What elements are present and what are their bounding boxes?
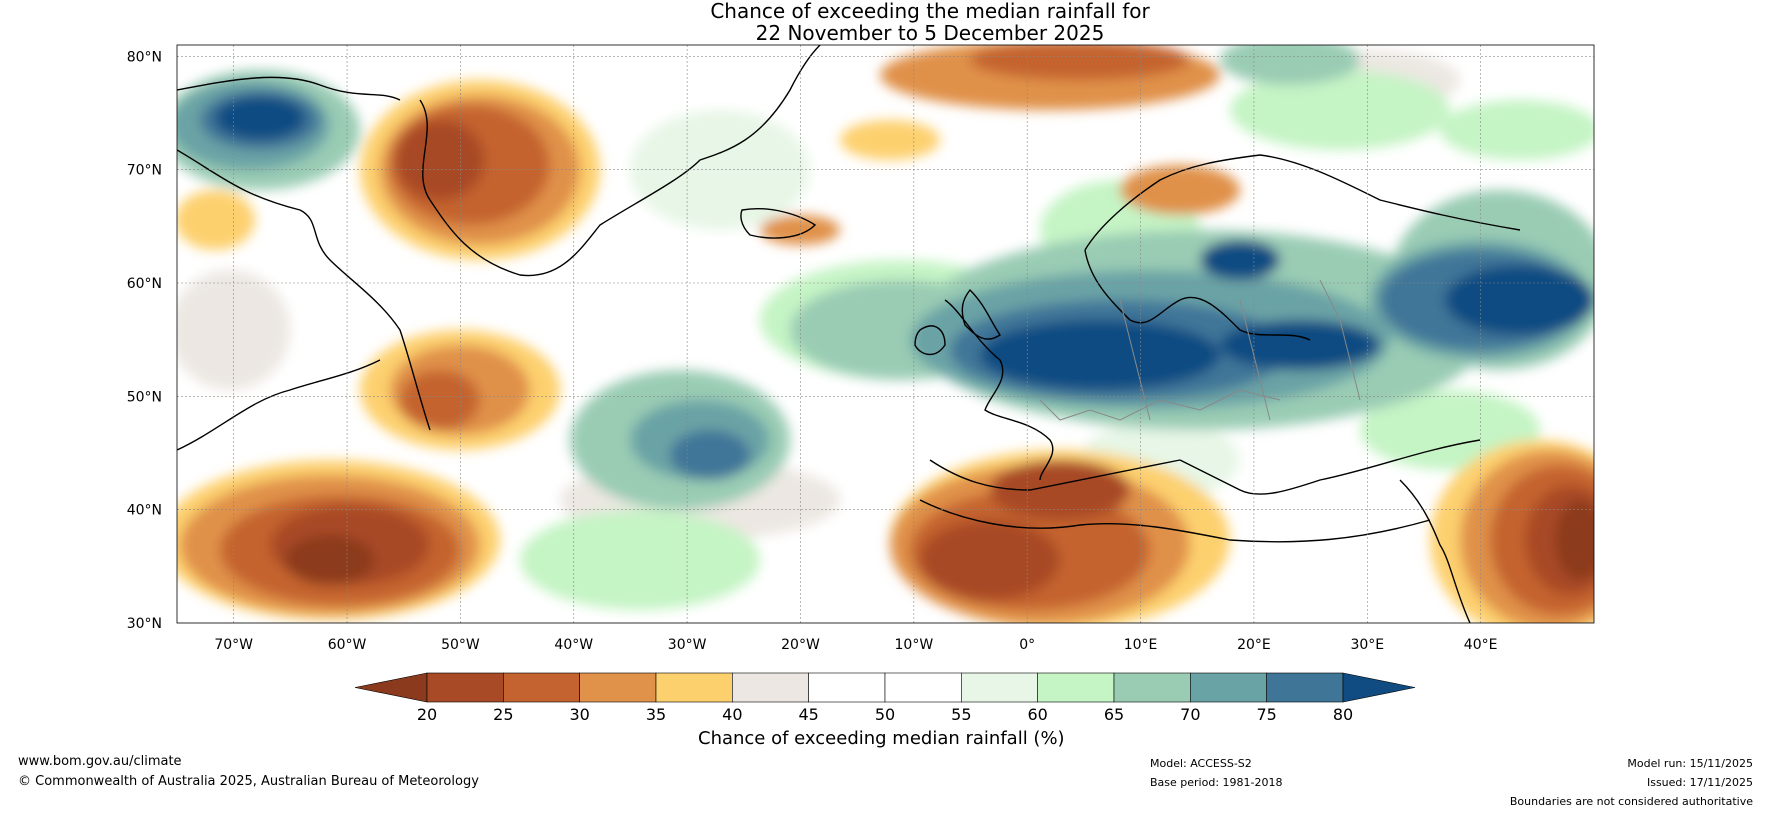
base-period-text: Base period: 1981-2018 [1150, 776, 1283, 789]
colorbar-tick-label: 65 [1104, 705, 1124, 724]
lat-label: 60°N [127, 276, 162, 292]
colorbar: 20 25 30 35 40 45 50 55 60 65 70 75 80 [354, 672, 1416, 724]
map-field [177, 45, 1594, 623]
map-frame [176, 44, 1595, 624]
coastlines [177, 45, 1521, 623]
colorbar-segment [732, 672, 809, 703]
lon-label: 60°W [328, 637, 367, 653]
lon-label: 10°W [895, 637, 934, 653]
colorbar-arrow-low [354, 672, 428, 703]
colorbar-tick-label: 75 [1256, 705, 1276, 724]
colorbar-segment [884, 672, 962, 703]
lat-label: 50°N [127, 389, 162, 405]
colorbar-tick-label: 40 [722, 705, 742, 724]
colorbar-tick-label: 30 [569, 705, 589, 724]
latitude-labels: 80°N 70°N 60°N 50°N 40°N 30°N [127, 49, 162, 632]
lon-label: 20°E [1237, 637, 1271, 653]
model-text: Model: ACCESS-S2 [1150, 757, 1252, 770]
colorbar-tick-label: 20 [417, 705, 437, 724]
colorbar-arrow-high [1342, 672, 1416, 703]
lon-label: 20°W [781, 637, 820, 653]
colorbar-tick-label: 45 [798, 705, 818, 724]
lat-label: 30°N [127, 616, 162, 632]
colorbar-tick-label: 55 [951, 705, 971, 724]
lon-label: 70°W [214, 637, 253, 653]
lat-label: 70°N [127, 163, 162, 179]
lon-label: 50°W [441, 637, 480, 653]
colorbar-tick-label: 35 [646, 705, 666, 724]
lon-label: 40°W [554, 637, 593, 653]
colorbar-title: Chance of exceeding median rainfall (%) [698, 728, 1065, 749]
colorbar-segment [1037, 672, 1115, 703]
map-title: Chance of exceeding the median rainfall … [0, 0, 1770, 44]
borders [1039, 279, 1361, 421]
model-run-text: Model run: 15/11/2025 [1627, 757, 1753, 770]
lat-label: 80°N [127, 49, 162, 65]
colorbar-segment [426, 672, 504, 703]
colorbar-segment [961, 672, 1038, 703]
colorbar-tick-label: 70 [1180, 705, 1200, 724]
colorbar-segment [579, 672, 657, 703]
colorbar-segment [1190, 672, 1267, 703]
colorbar-segment [808, 672, 886, 703]
longitude-labels: 70°W 60°W 50°W 40°W 30°W 20°W 10°W 0° 10°E 20°E 30… [214, 637, 1497, 653]
lon-label: 0° [1019, 637, 1035, 653]
colorbar-segment [655, 672, 733, 703]
colorbar-tick-label: 50 [875, 705, 895, 724]
title-line1: Chance of exceeding the median rainfall … [710, 0, 1150, 23]
graticule [177, 45, 1594, 623]
website-link[interactable]: www.bom.gov.au/climate [18, 754, 182, 769]
lon-label: 30°E [1350, 637, 1384, 653]
lat-label: 40°N [127, 503, 162, 519]
colorbar-tick-label: 60 [1027, 705, 1047, 724]
title-line2: 22 November to 5 December 2025 [755, 21, 1105, 45]
colorbar-segment [503, 672, 580, 703]
lon-label: 40°E [1464, 637, 1498, 653]
colorbar-tick-label: 25 [493, 705, 513, 724]
colorbar-tick-label: 80 [1333, 705, 1353, 724]
copyright-text: © Commonwealth of Australia 2025, Austra… [18, 774, 479, 789]
colorbar-segment [1266, 672, 1344, 703]
issued-text: Issued: 17/11/2025 [1646, 776, 1753, 789]
lon-label: 10°E [1124, 637, 1158, 653]
lon-label: 30°W [668, 637, 707, 653]
disclaimer-text: Boundaries are not considered authoritat… [1509, 795, 1753, 808]
colorbar-segment [1113, 672, 1191, 703]
